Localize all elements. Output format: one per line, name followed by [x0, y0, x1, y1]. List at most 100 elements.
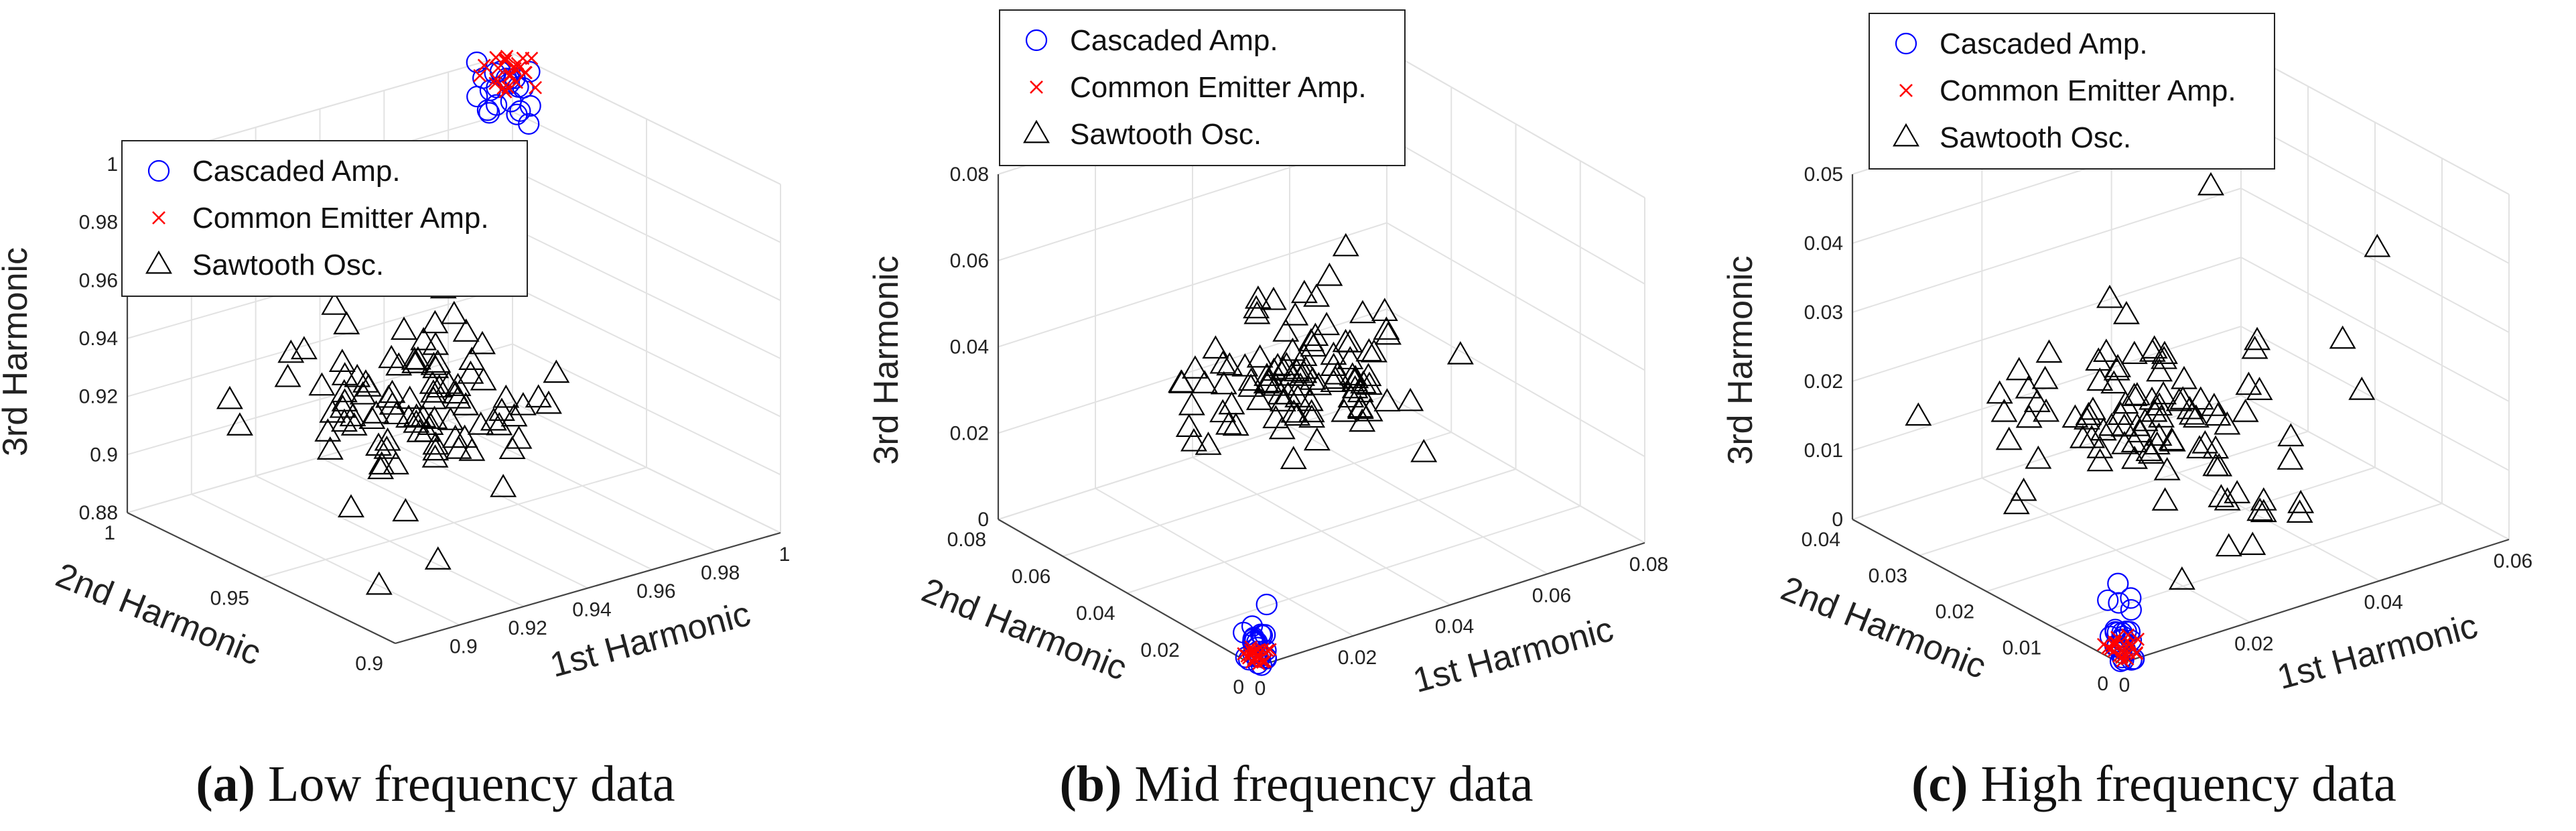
series-triangle: [1905, 172, 2391, 590]
data-point: [478, 102, 500, 124]
data-point: [1303, 427, 1331, 451]
grid-line-z-back: [1852, 188, 2242, 313]
x-tick-label: 0: [2119, 674, 2130, 696]
data-point: [2286, 499, 2313, 523]
data-point: [417, 411, 444, 435]
data-point: [477, 58, 491, 72]
legend-marker: [147, 159, 170, 182]
data-point: [329, 394, 356, 418]
y-axis-label: 2nd Harmonic: [50, 556, 266, 673]
grid-line-z-back: [127, 343, 513, 456]
data-point: [344, 363, 371, 387]
data-point: [2112, 390, 2139, 414]
data-point: [1316, 262, 1343, 286]
data-point: [2120, 598, 2142, 621]
data-point: [2003, 491, 2030, 515]
caption-a: (a) Low frequency data: [196, 756, 675, 812]
x-tick-label: 0.02: [2234, 633, 2273, 655]
data-point: [2025, 445, 2052, 469]
data-point: [1303, 283, 1331, 307]
data-point: [2277, 423, 2305, 446]
data-point: [1246, 344, 1274, 368]
data-point: [2151, 487, 2179, 511]
y-tick-label: 0: [1233, 676, 1244, 698]
data-point: [1202, 335, 1229, 359]
legend-marker: [1895, 32, 1917, 55]
data-point: [1216, 352, 1243, 376]
legend-label: Sawtooth Osc.: [1940, 121, 2131, 154]
data-point: [330, 379, 358, 403]
data-point: [391, 316, 417, 340]
data-point: [503, 68, 517, 82]
data-point: [2348, 377, 2376, 400]
data-point: [290, 336, 318, 360]
x-tick-label: 0.06: [1532, 584, 1571, 606]
z-tick-label: 0.08: [950, 164, 989, 186]
x-tick-label: 0.02: [1338, 647, 1377, 669]
data-point: [382, 451, 409, 474]
data-point: [1245, 387, 1273, 410]
data-point: [489, 72, 503, 86]
data-point: [543, 359, 570, 383]
data-point: [510, 75, 523, 89]
data-point: [1290, 279, 1318, 304]
z-tick-label: 0: [977, 509, 989, 531]
x-tick-label: 0.94: [572, 599, 611, 621]
panel-mid-frequency: 00.020.040.060.0800.020.040.060.0800.020…: [867, 9, 1668, 700]
y-tick-label: 1: [104, 522, 115, 544]
data-point: [2232, 399, 2259, 422]
grid-line-z-back: [998, 395, 1387, 520]
data-point: [489, 50, 503, 64]
legend-label: Sawtooth Osc.: [192, 249, 384, 281]
data-point: [406, 419, 433, 442]
z-tick-label: 0.01: [1804, 440, 1843, 462]
data-point: [1253, 370, 1280, 394]
data-point: [2124, 413, 2151, 436]
data-point: [1215, 411, 1242, 435]
data-point: [2135, 438, 2163, 462]
data-point: [473, 68, 487, 82]
data-point: [277, 339, 305, 363]
data-point: [1410, 439, 1438, 462]
grid-line-z-back: [998, 308, 1387, 434]
grid-line-z-wall: [1386, 135, 1645, 285]
data-point: [1337, 384, 1365, 408]
data-point: [2246, 377, 2273, 400]
data-point: [1178, 391, 1205, 416]
z-tick-label: 0.02: [1804, 371, 1843, 393]
data-point: [2116, 654, 2130, 668]
grid-line-y-floor: [1062, 432, 1452, 557]
z-tick-label: 0.05: [1804, 164, 1843, 186]
data-point: [1986, 380, 2013, 404]
data-point: [2074, 406, 2100, 430]
x-axis-line: [2120, 538, 2510, 665]
data-point: [486, 411, 513, 436]
y-tick-label: 0.02: [1140, 639, 1179, 661]
data-point: [1209, 350, 1237, 374]
data-point: [2086, 448, 2114, 472]
legend-box: [999, 9, 1406, 166]
z-axis-label: 3rd Harmonic: [1721, 255, 1760, 464]
z-tick-label: 0.94: [79, 328, 118, 350]
z-axis-label: 3rd Harmonic: [0, 247, 35, 456]
data-point: [365, 432, 392, 456]
legend-marker: [1025, 29, 1048, 52]
data-point: [1280, 446, 1307, 469]
data-point: [355, 373, 383, 397]
z-tick-label: 0.9: [90, 444, 118, 466]
grid-line-y-floor: [1191, 505, 1581, 631]
data-point: [392, 498, 419, 521]
data-point: [1349, 300, 1376, 324]
legend-label: Cascaded Amp.: [192, 155, 401, 188]
data-point: [1181, 355, 1209, 379]
data-point: [525, 384, 552, 407]
data-point: [422, 331, 450, 355]
data-point: [2150, 381, 2177, 405]
data-point: [529, 80, 542, 94]
data-point: [319, 399, 346, 423]
data-point: [2151, 340, 2178, 365]
data-point: [362, 400, 390, 424]
data-point: [500, 50, 514, 64]
data-point: [1342, 365, 1369, 389]
